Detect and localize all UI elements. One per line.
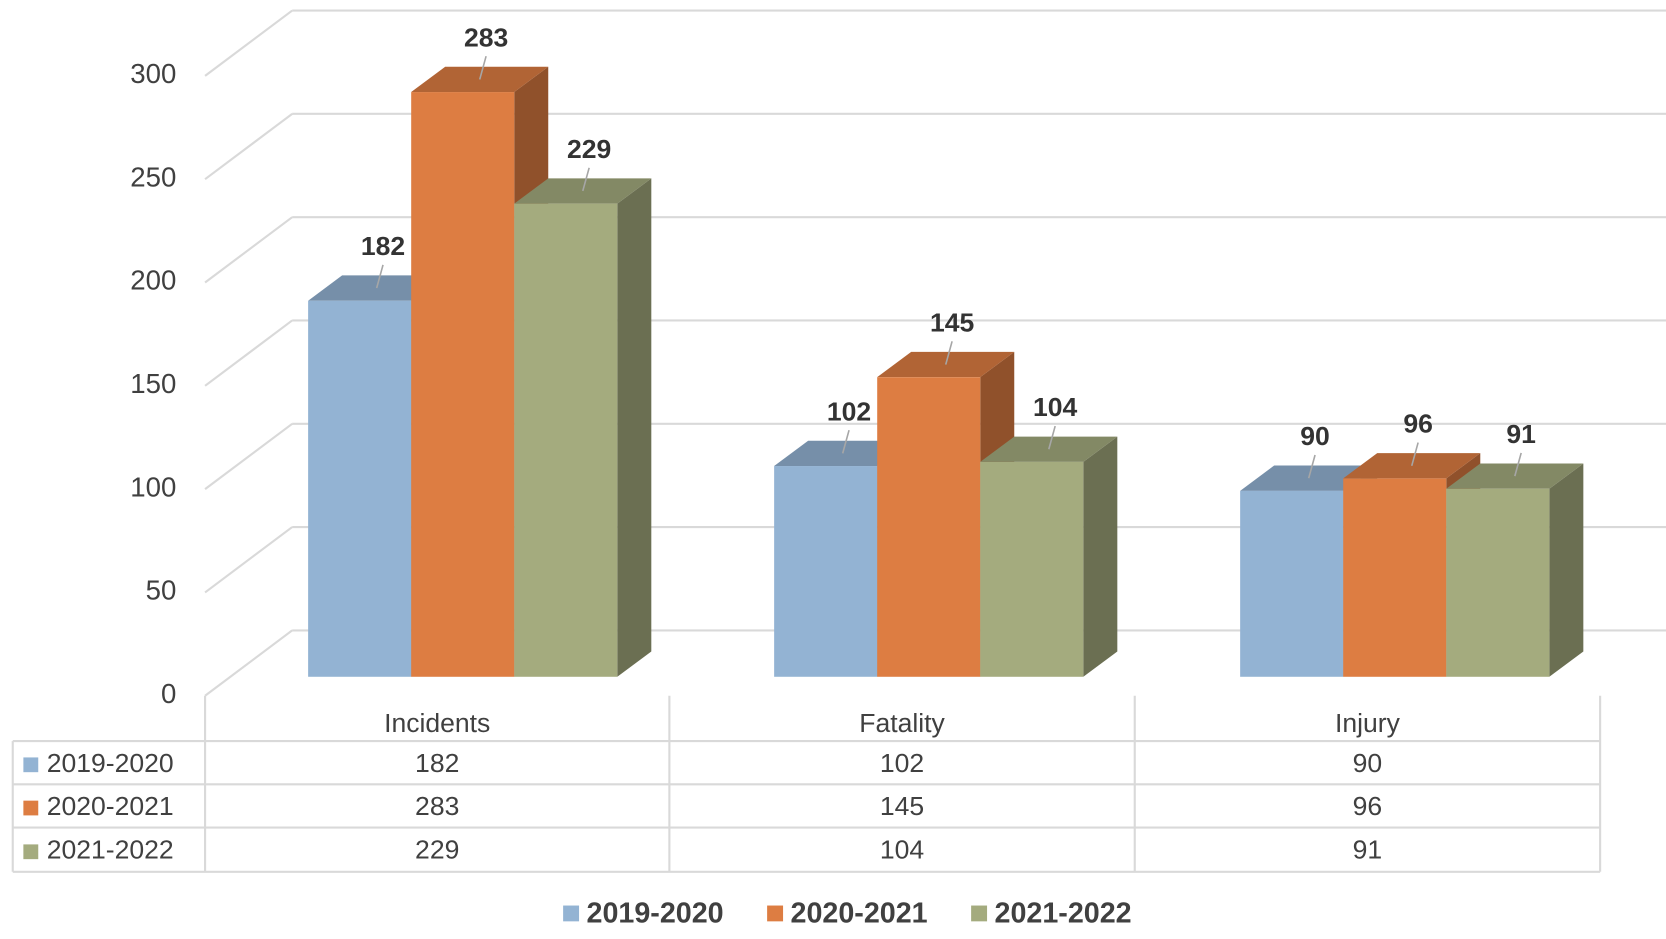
table-cell: 91 [1353, 835, 1383, 865]
table-legend-key [23, 757, 39, 773]
leader-line [1410, 442, 1419, 466]
table-cell: 96 [1353, 791, 1383, 821]
table-header: Injury [1335, 708, 1401, 738]
legend-key [563, 905, 580, 922]
bar-side [1549, 463, 1584, 677]
bar [774, 466, 878, 677]
y-tick-label: 50 [146, 575, 177, 606]
legend-label: 2021-2022 [995, 898, 1132, 930]
grid-line [204, 526, 293, 594]
y-tick-label: 150 [130, 368, 176, 399]
legend-label: 2020-2021 [791, 898, 928, 930]
y-tick-label: 250 [130, 162, 176, 193]
leader-line [1307, 454, 1316, 479]
table-cell: 104 [880, 835, 924, 865]
data-label: 145 [930, 308, 974, 338]
table-cell: 283 [415, 791, 459, 821]
table-cell: 182 [415, 748, 459, 778]
data-label: 283 [464, 22, 508, 52]
bar [308, 300, 412, 677]
table-cell: 229 [415, 835, 459, 865]
bar-side [1083, 436, 1118, 677]
legend-key [767, 905, 784, 922]
grid-line [204, 319, 293, 387]
grid-line [204, 113, 293, 181]
data-label: 104 [1033, 392, 1078, 422]
data-label: 229 [567, 134, 611, 164]
grid-line [204, 216, 293, 284]
data-label: 182 [361, 231, 405, 261]
table-header: Fatality [859, 708, 945, 738]
table-header: Incidents [384, 708, 490, 738]
y-tick-label: 200 [130, 265, 176, 296]
table-cell: 90 [1353, 748, 1383, 778]
y-tick-label: 0 [161, 678, 176, 709]
leader-line [478, 56, 487, 80]
leader-line [1514, 452, 1522, 477]
table-legend-key [23, 844, 39, 860]
y-tick-label: 300 [130, 58, 176, 89]
leader-line [841, 429, 850, 454]
table-row-label: 2020-2021 [47, 791, 174, 821]
leader-line [1048, 425, 1056, 450]
table-row-label: 2019-2020 [47, 748, 174, 778]
leader-line [582, 167, 590, 192]
y-tick-label: 100 [130, 471, 176, 502]
legend-key [971, 905, 988, 922]
bar [1343, 478, 1447, 677]
legend-label: 2019-2020 [587, 898, 724, 930]
table-cell: 145 [880, 791, 924, 821]
grid-line [204, 422, 293, 490]
bar [1240, 490, 1344, 677]
bar-side [617, 178, 652, 677]
grid-line [204, 9, 293, 77]
table-row-label: 2021-2022 [47, 835, 174, 865]
data-label: 91 [1506, 419, 1536, 449]
data-label: 90 [1300, 421, 1330, 451]
bar [411, 92, 515, 677]
grid-line [204, 629, 293, 697]
leader-line [375, 264, 384, 289]
leader-line [944, 341, 953, 365]
table-legend-key [23, 800, 39, 816]
table-cell: 102 [880, 748, 924, 778]
bar [877, 377, 981, 677]
data-label: 96 [1403, 409, 1433, 439]
bar [1446, 488, 1550, 677]
bar [980, 461, 1084, 677]
bar [514, 203, 618, 677]
data-label: 102 [827, 396, 871, 426]
